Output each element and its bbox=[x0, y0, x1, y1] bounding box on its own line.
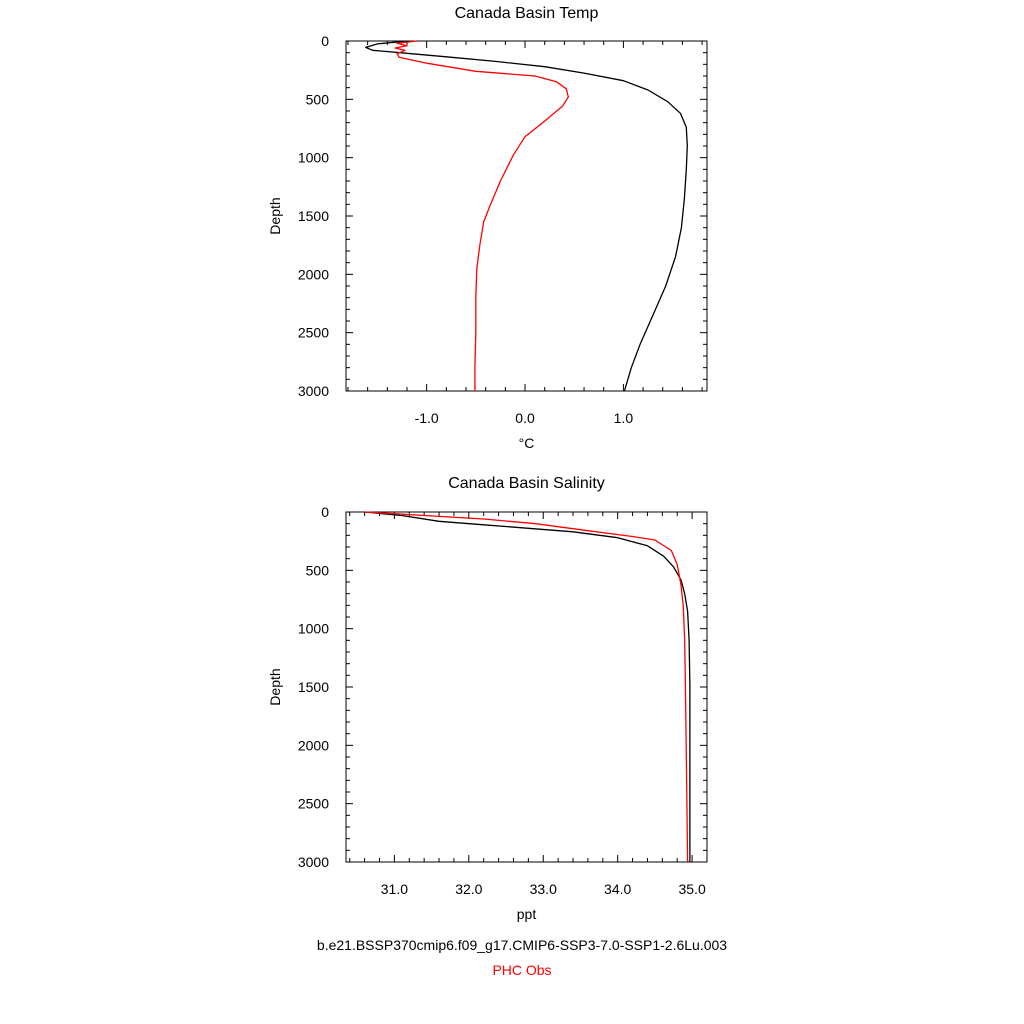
temperature-panel: Canada Basin Temp 0 500 1000 1500 2000 2500 300… bbox=[267, 5, 708, 451]
y-axis-label: Depth bbox=[267, 668, 283, 705]
y-tick-label: 1000 bbox=[298, 621, 329, 637]
x-tick-label: 1.0 bbox=[614, 410, 634, 426]
y-tick-label: 1000 bbox=[298, 150, 329, 166]
x-tick-label: 31.0 bbox=[381, 881, 408, 897]
model-series-line bbox=[364, 511, 691, 862]
y-tick-label: 2500 bbox=[298, 796, 329, 812]
y-tick-label: 500 bbox=[306, 91, 330, 107]
chart-title: Canada Basin Temp bbox=[455, 5, 599, 22]
x-tick-label: 35.0 bbox=[678, 881, 705, 897]
model-series-line bbox=[365, 40, 688, 392]
chart-title: Canada Basin Salinity bbox=[448, 475, 605, 492]
y-tick-label: 500 bbox=[306, 562, 330, 578]
y-tick-label: 1500 bbox=[298, 208, 329, 224]
obs-series-line bbox=[394, 40, 569, 391]
y-tick-label: 2500 bbox=[298, 325, 329, 341]
salinity-panel: Canada Basin Salinity 0 500 1000 1500 2000 250… bbox=[267, 475, 708, 922]
x-axis-label: ppt bbox=[517, 906, 537, 922]
obs-series-line bbox=[364, 511, 689, 863]
x-tick-label: -1.0 bbox=[415, 410, 439, 426]
y-tick-label: 1500 bbox=[298, 679, 329, 695]
y-tick-label: 3000 bbox=[298, 854, 329, 870]
y-tick-label: 0 bbox=[321, 504, 329, 520]
y-tick-label: 2000 bbox=[298, 266, 329, 282]
plot-frame bbox=[345, 511, 708, 863]
y-tick-label: 2000 bbox=[298, 737, 329, 753]
y-tick-label: 0 bbox=[321, 33, 329, 49]
y-axis-label: Depth bbox=[267, 197, 283, 234]
x-axis-label: °C bbox=[519, 435, 535, 451]
x-tick-label: 32.0 bbox=[455, 881, 482, 897]
x-tick-label: 34.0 bbox=[604, 881, 631, 897]
y-tick-label: 3000 bbox=[298, 383, 329, 399]
x-tick-label: 33.0 bbox=[530, 881, 557, 897]
legend-obs-label: PHC Obs bbox=[492, 962, 552, 978]
x-tick-label: 0.0 bbox=[515, 410, 535, 426]
legend-model-label: b.e21.BSSP370cmip6.f09_g17.CMIP6-SSP3-7.… bbox=[316, 937, 728, 953]
